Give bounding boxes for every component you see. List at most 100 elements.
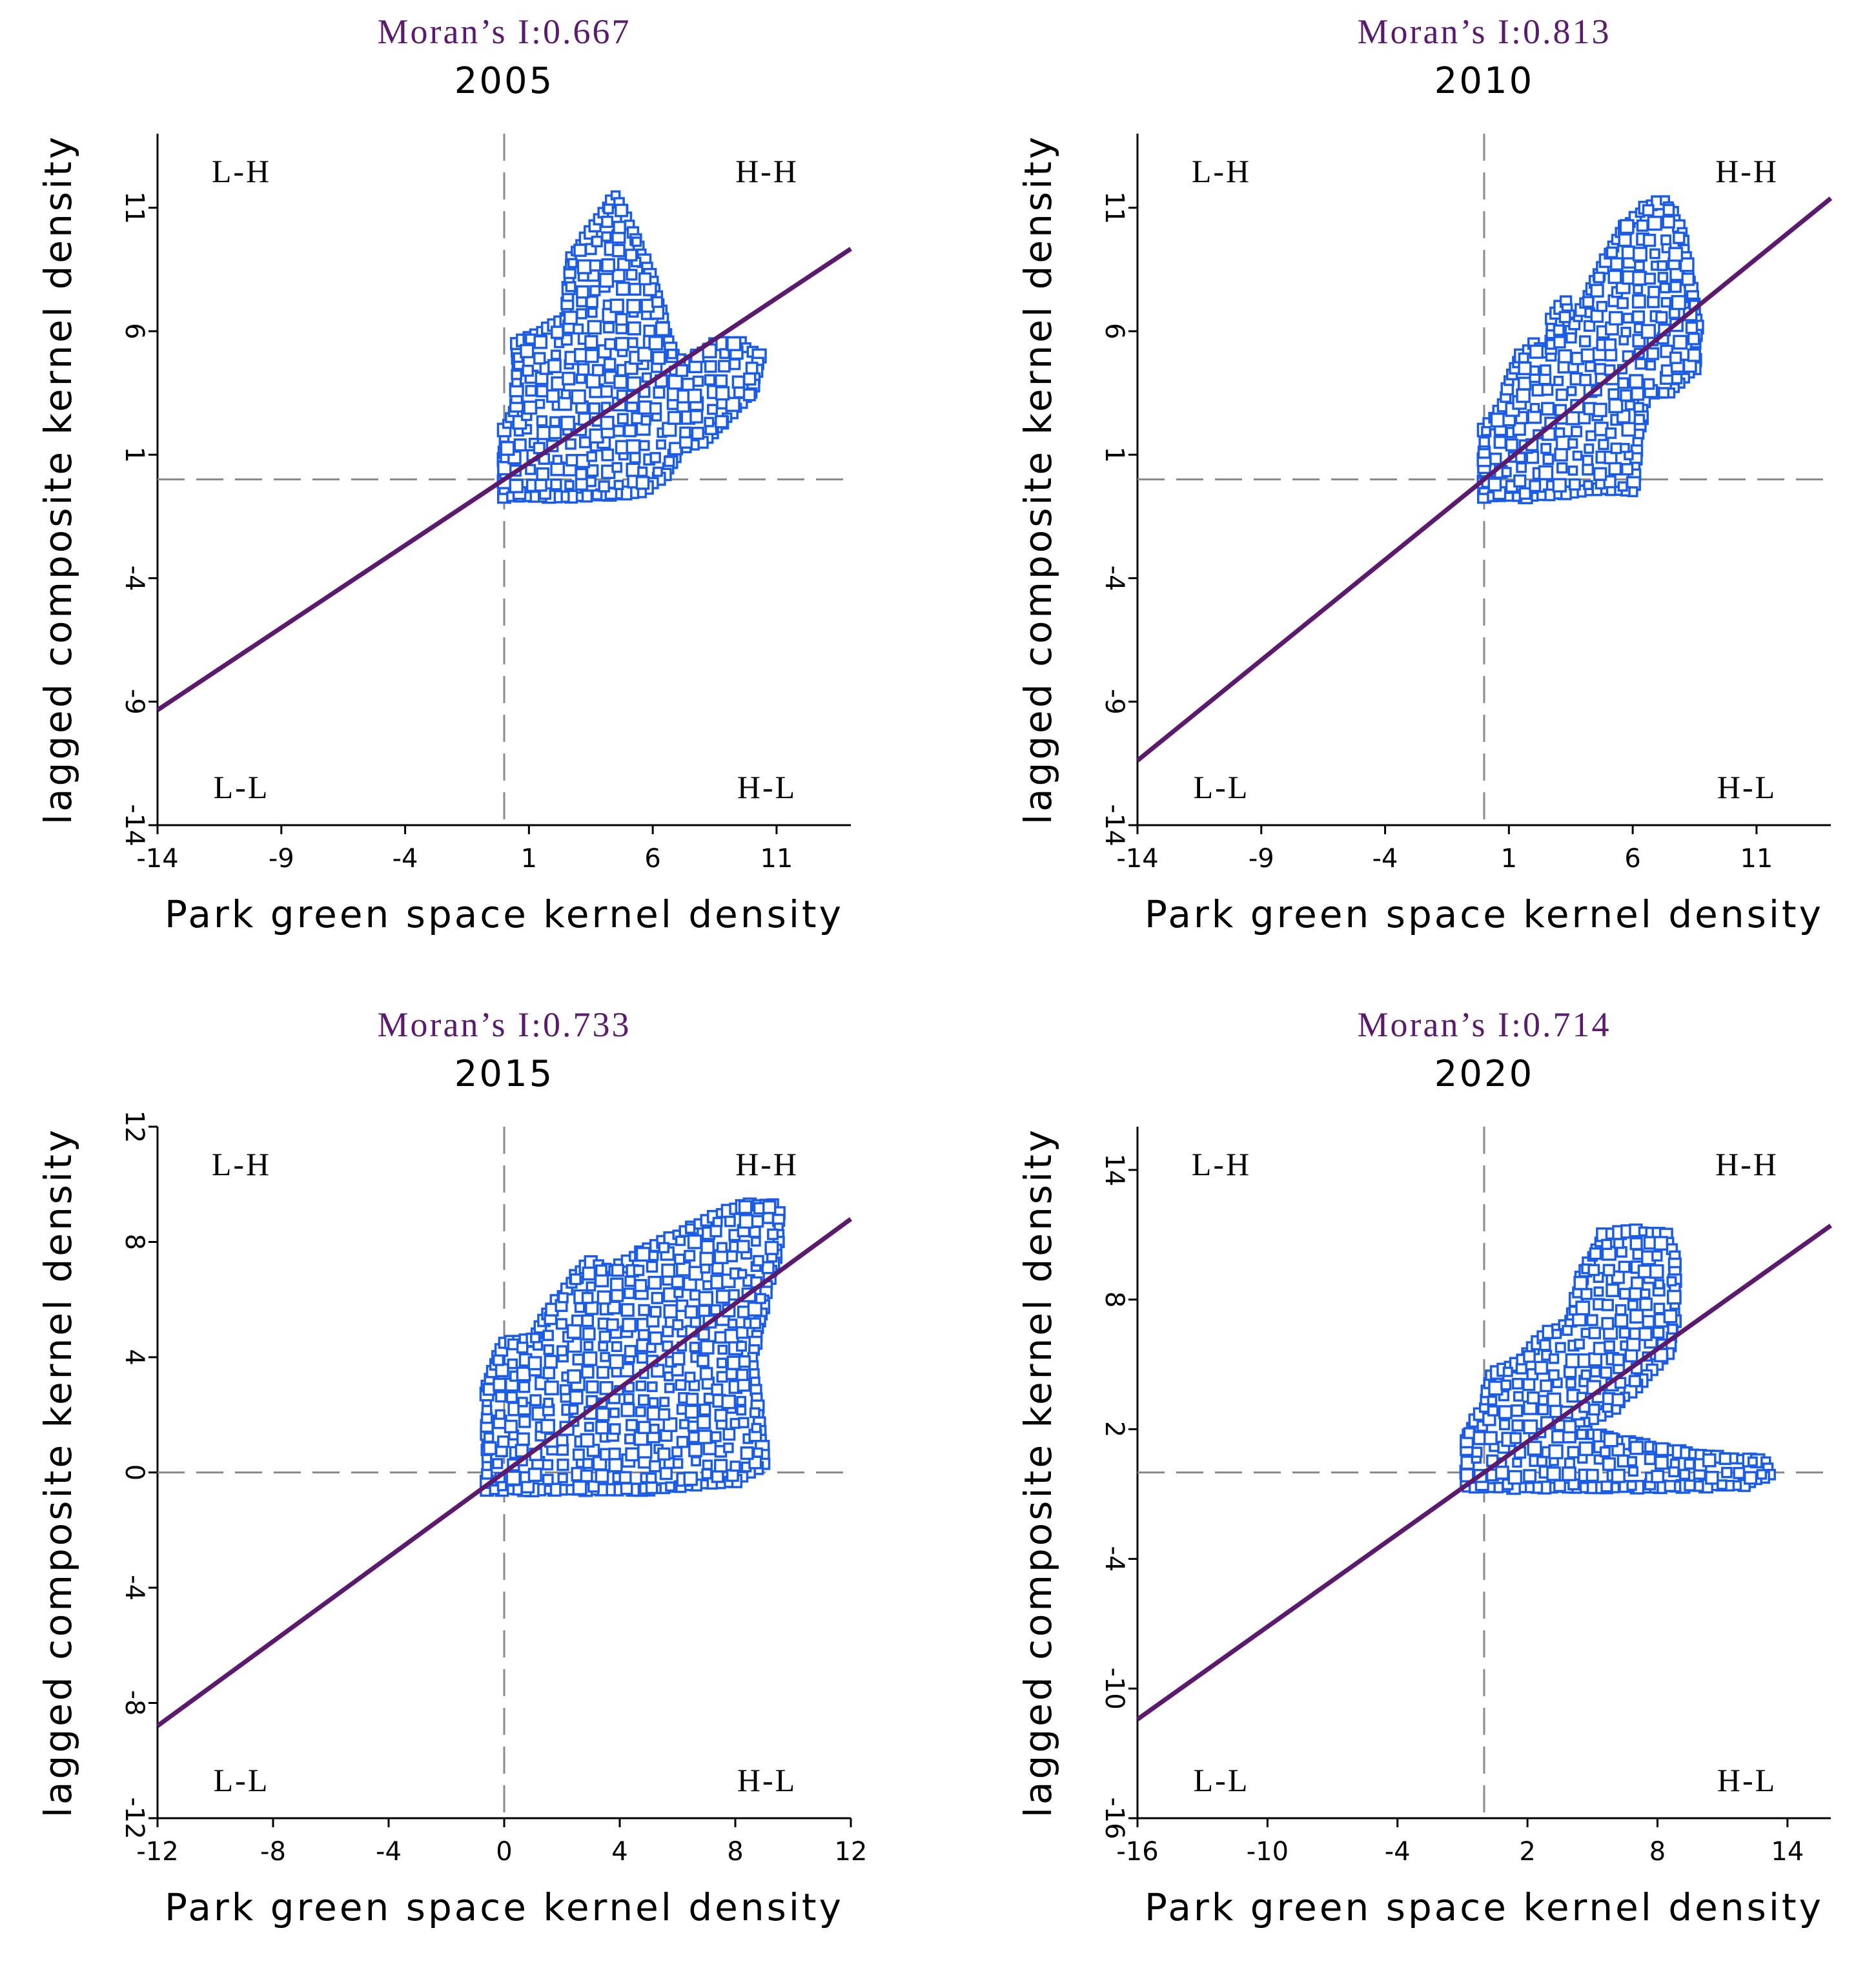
data-point [1626, 1337, 1641, 1352]
data-point [663, 1304, 678, 1319]
data-point [755, 1293, 766, 1304]
data-point [1554, 447, 1568, 462]
data-point [1540, 364, 1551, 376]
data-point [638, 1394, 650, 1406]
data-point [600, 1351, 611, 1362]
data-point [586, 1281, 596, 1292]
data-point [653, 386, 666, 399]
data-point [565, 281, 576, 292]
data-point [516, 1432, 530, 1446]
data-point [1487, 1395, 1498, 1406]
data-point [736, 1405, 747, 1416]
data-point [1649, 248, 1660, 260]
data-point [1489, 453, 1502, 466]
data-point [582, 1458, 594, 1470]
x-tick-label: 6 [1624, 844, 1640, 874]
data-point [699, 1367, 713, 1380]
data-point [716, 1242, 728, 1253]
data-point [493, 1377, 507, 1391]
y-tick-label: -4 [1099, 1546, 1129, 1572]
data-point [697, 1430, 712, 1444]
data-point [1684, 1458, 1695, 1470]
data-point [586, 1380, 599, 1394]
data-point [603, 358, 617, 371]
y-tick-label: 12 [119, 1111, 149, 1143]
data-point [1633, 414, 1646, 425]
quadrant-label-lh: L-H [1192, 1146, 1251, 1182]
data-point [543, 1397, 554, 1408]
data-point [1578, 1441, 1594, 1457]
data-point [1629, 1309, 1644, 1324]
data-point [1582, 296, 1595, 308]
data-point [624, 1433, 635, 1445]
data-point [1540, 443, 1552, 455]
data-point [1551, 1430, 1565, 1444]
data-point [1603, 1432, 1618, 1448]
data-point [536, 425, 551, 440]
data-point [560, 334, 573, 346]
data-point [1669, 1458, 1680, 1469]
data-point [533, 442, 545, 455]
data-point [1626, 1480, 1637, 1491]
data-point [1552, 478, 1567, 493]
data-point [1555, 1342, 1566, 1353]
data-point [635, 476, 650, 490]
data-point [527, 1356, 542, 1371]
data-point [1635, 358, 1647, 370]
data-point [587, 1480, 600, 1493]
data-point [595, 1469, 609, 1483]
data-point [588, 402, 601, 415]
data-point [1593, 1286, 1604, 1297]
regression-line [1136, 1224, 1833, 1721]
data-point [1562, 1466, 1576, 1482]
data-point [1553, 336, 1566, 349]
data-point [1548, 1353, 1560, 1364]
data-point [673, 1253, 686, 1265]
data-point [1578, 335, 1591, 347]
data-point [1659, 282, 1671, 294]
data-point [1576, 1428, 1587, 1440]
data-point [586, 373, 601, 389]
data-point [1516, 388, 1531, 404]
data-point [1580, 348, 1595, 363]
chart-panel-2005: Moran’s I:0.667 2005 -14 -9 -4 1 6 11 -14 -9 -4 1 6 1… [36, 12, 852, 936]
data-point [1660, 234, 1672, 246]
moran-index-label: Moran’s I:0.733 [378, 1005, 631, 1044]
data-point [715, 385, 730, 401]
data-point [626, 376, 642, 391]
point-cloud [496, 190, 767, 504]
data-point [1671, 294, 1686, 311]
data-point [603, 203, 614, 214]
y-tick-label: 1 [1099, 447, 1129, 463]
data-point [646, 1381, 658, 1393]
data-point [1573, 1276, 1588, 1291]
data-point [762, 1200, 777, 1215]
data-point [1642, 234, 1657, 247]
data-point [1630, 1276, 1644, 1290]
data-point [731, 375, 746, 389]
data-point [1654, 1279, 1665, 1289]
quadrant-label-hh: H-H [1715, 153, 1779, 189]
data-point [1603, 475, 1616, 489]
data-point [723, 1442, 734, 1453]
y-tick-label: -9 [119, 689, 149, 715]
data-point [745, 362, 759, 374]
data-point [649, 1306, 662, 1318]
data-point [582, 1327, 596, 1341]
data-point [658, 1408, 671, 1421]
data-point [1517, 376, 1532, 391]
data-point [704, 416, 715, 427]
data-point [536, 467, 550, 481]
data-point [1627, 1299, 1638, 1311]
x-tick-label: 6 [644, 844, 660, 874]
data-point [1629, 1440, 1644, 1455]
data-point [604, 338, 617, 351]
x-tick-label: -10 [1247, 1837, 1289, 1867]
data-point [1584, 361, 1596, 373]
data-point [587, 307, 598, 318]
x-tick-label: 8 [1649, 1837, 1666, 1867]
data-point [584, 1422, 595, 1432]
data-point [668, 374, 683, 390]
data-point [591, 489, 603, 500]
data-point [1620, 442, 1630, 453]
